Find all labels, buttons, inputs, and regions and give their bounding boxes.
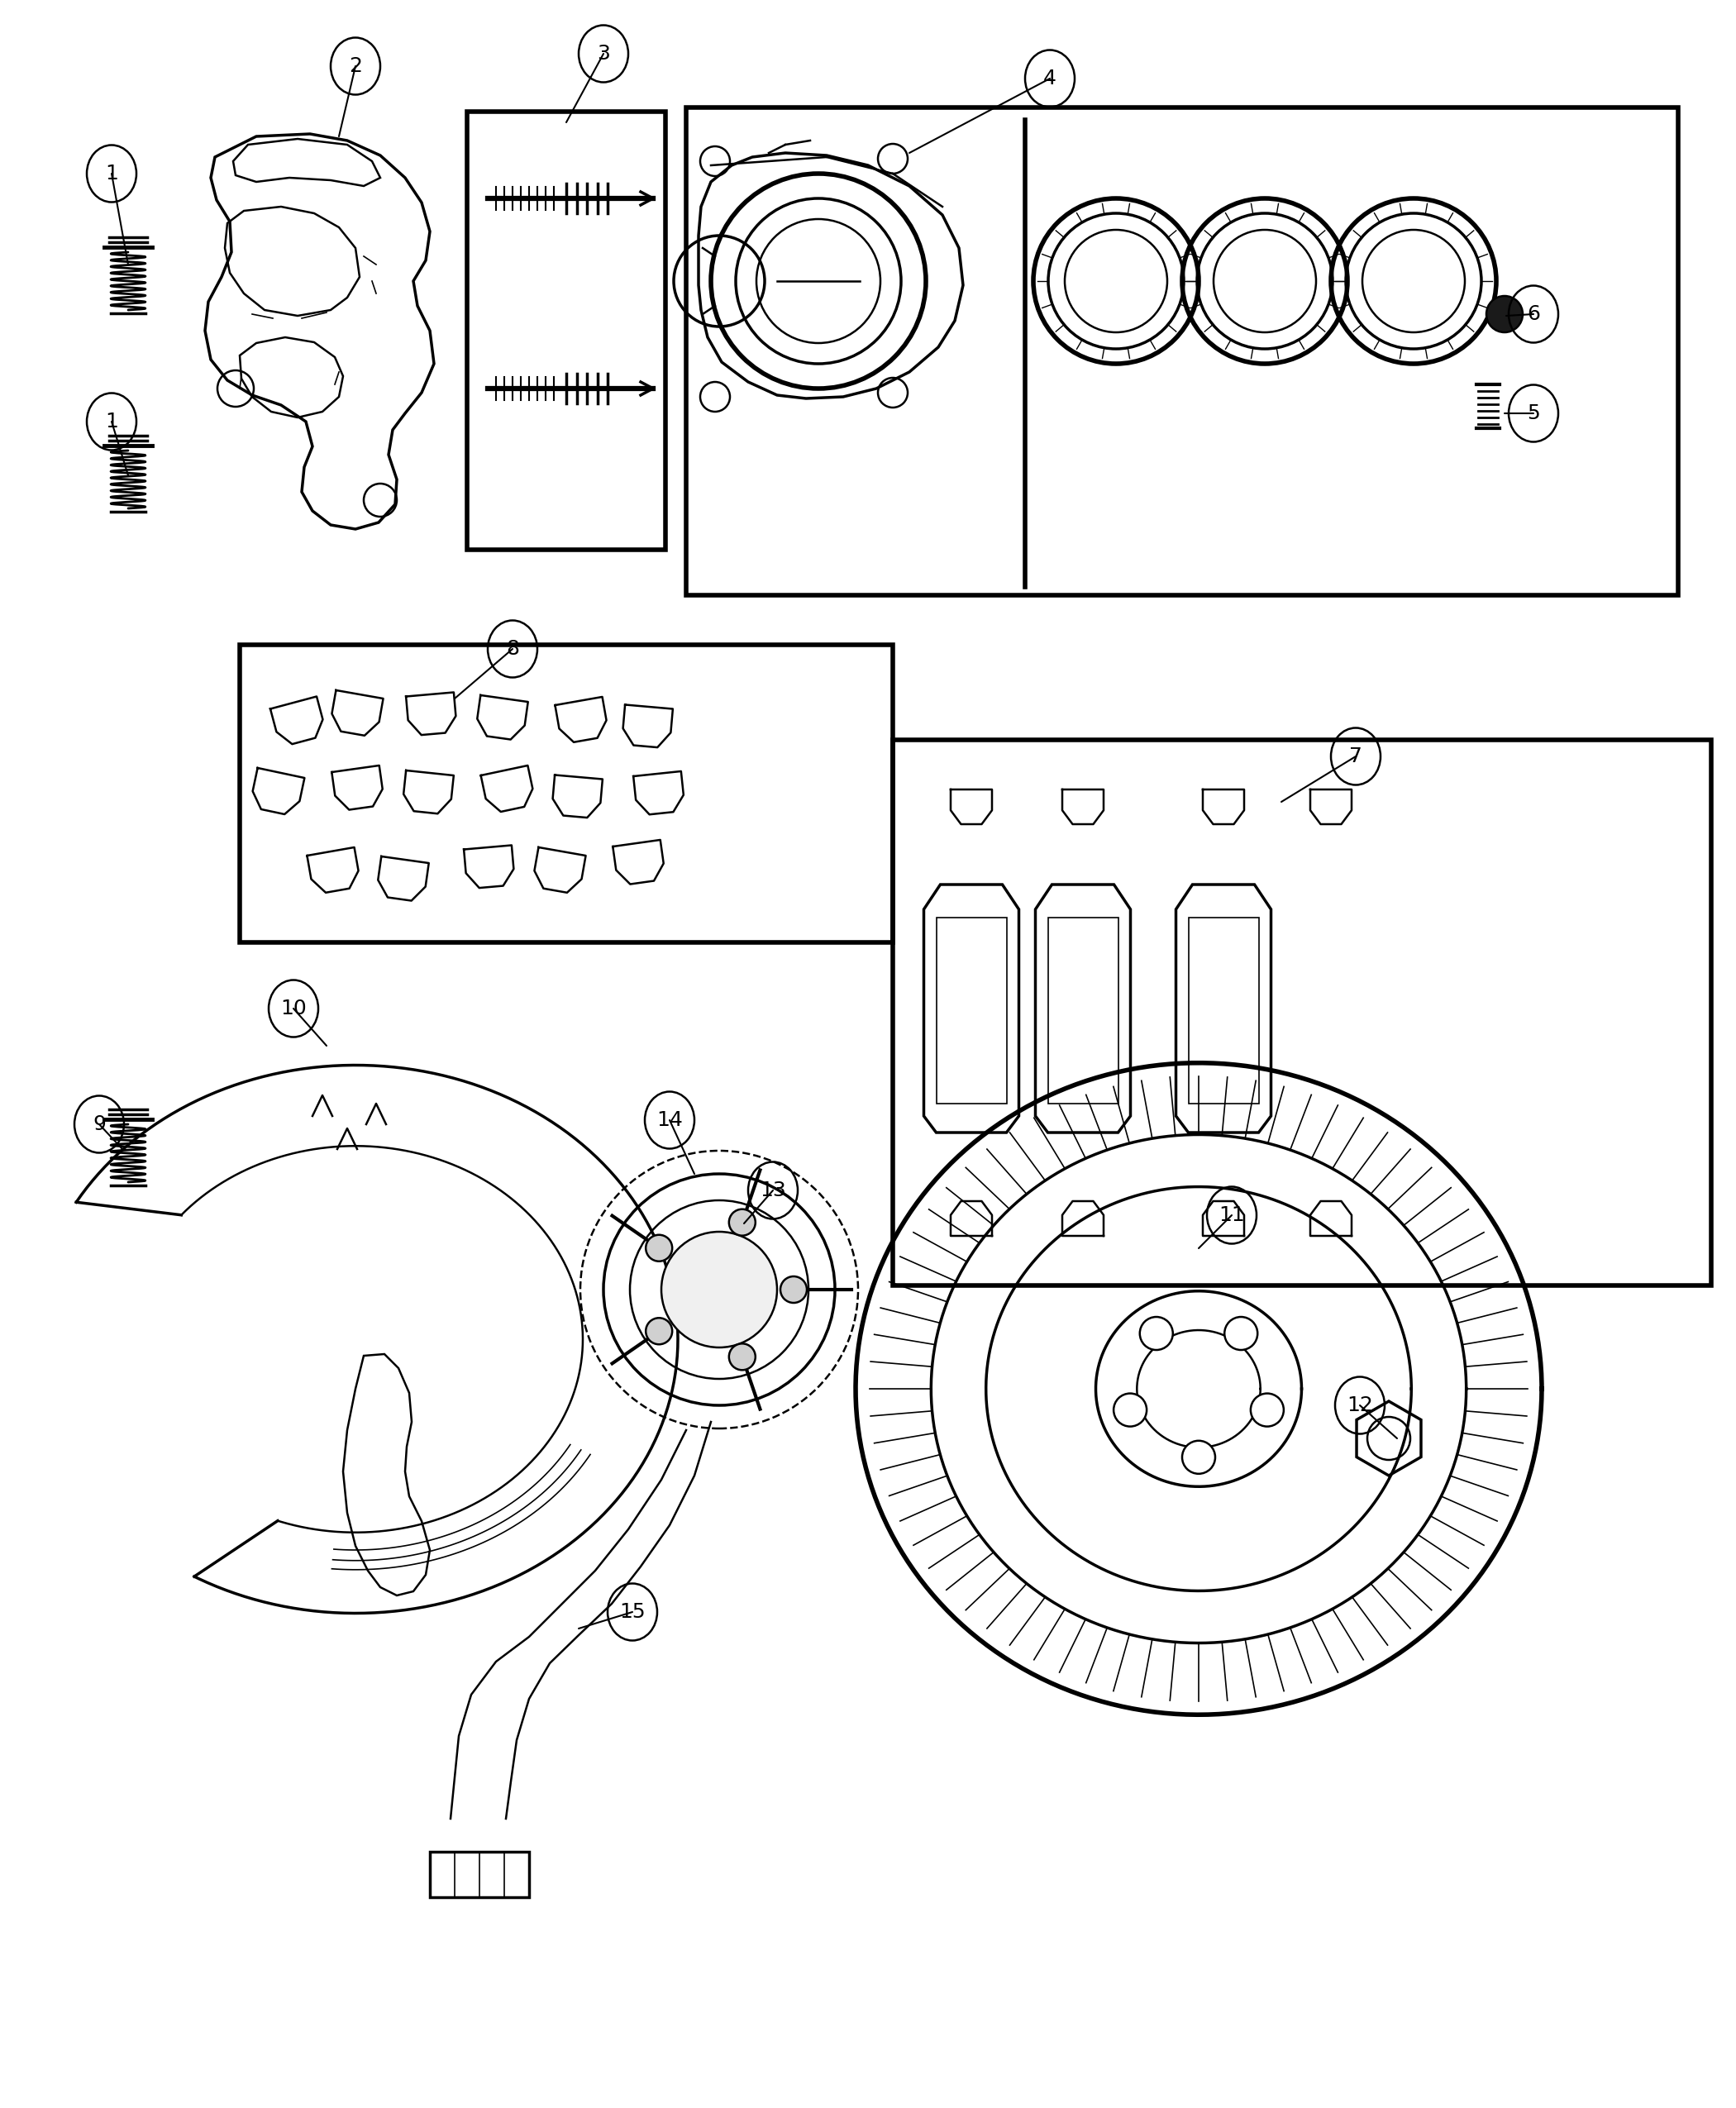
Circle shape — [729, 1343, 755, 1370]
Circle shape — [1141, 1318, 1174, 1349]
Text: 14: 14 — [656, 1111, 682, 1130]
Text: 3: 3 — [597, 44, 609, 63]
Circle shape — [1182, 1440, 1215, 1473]
Circle shape — [646, 1318, 672, 1345]
Circle shape — [1486, 295, 1522, 333]
Text: 1: 1 — [106, 411, 118, 432]
Text: 5: 5 — [1528, 403, 1540, 424]
Bar — [240, 645, 892, 942]
Text: 6: 6 — [1528, 304, 1540, 325]
Text: 11: 11 — [1219, 1206, 1245, 1225]
Bar — [467, 112, 665, 550]
Circle shape — [661, 1231, 778, 1347]
Text: 7: 7 — [1349, 746, 1363, 767]
Circle shape — [1250, 1393, 1283, 1427]
Circle shape — [646, 1235, 672, 1261]
Text: 4: 4 — [1043, 70, 1057, 89]
Bar — [431, 1851, 529, 1897]
Circle shape — [1224, 1318, 1257, 1349]
Bar — [686, 108, 1679, 594]
Circle shape — [729, 1210, 755, 1235]
Circle shape — [1113, 1393, 1147, 1427]
Circle shape — [781, 1275, 807, 1303]
Text: 13: 13 — [760, 1180, 786, 1199]
Text: 2: 2 — [349, 57, 363, 76]
Text: 9: 9 — [92, 1115, 106, 1134]
Text: 1: 1 — [106, 164, 118, 183]
Bar — [892, 740, 1712, 1286]
Text: 15: 15 — [620, 1602, 646, 1621]
Text: 8: 8 — [505, 639, 519, 660]
Text: 10: 10 — [279, 999, 307, 1018]
Text: 12: 12 — [1347, 1395, 1373, 1414]
